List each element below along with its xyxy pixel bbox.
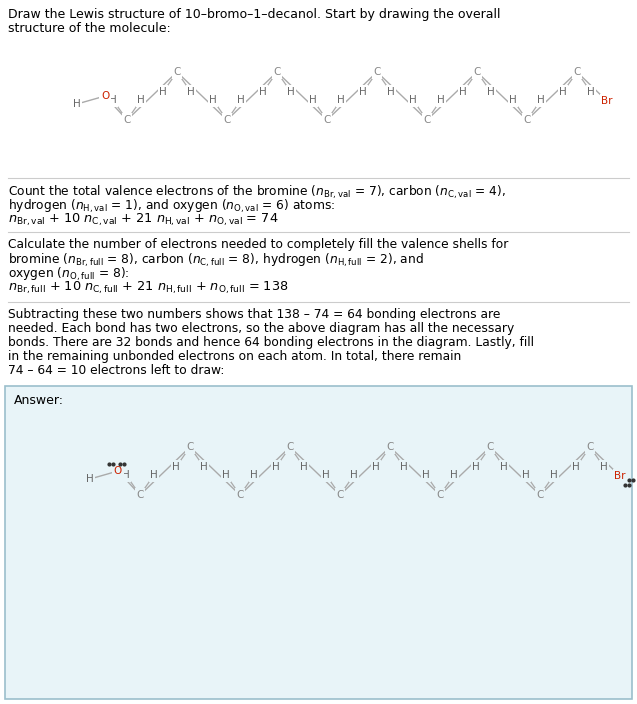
- Text: Answer:: Answer:: [14, 394, 64, 407]
- Text: H: H: [572, 462, 580, 472]
- Text: hydrogen ($n_\mathrm{H,val}$ = 1), and oxygen ($n_\mathrm{O,val}$ = 6) atoms:: hydrogen ($n_\mathrm{H,val}$ = 1), and o…: [8, 198, 335, 215]
- Text: H: H: [459, 87, 467, 97]
- Text: bonds. There are 32 bonds and hence 64 bonding electrons in the diagram. Lastly,: bonds. There are 32 bonds and hence 64 b…: [8, 336, 534, 349]
- Text: C: C: [224, 115, 231, 125]
- Text: H: H: [387, 87, 395, 97]
- Text: structure of the molecule:: structure of the molecule:: [8, 22, 171, 35]
- Text: H: H: [400, 462, 408, 472]
- Text: C: C: [536, 490, 544, 500]
- Text: H: H: [122, 470, 130, 480]
- Text: H: H: [200, 462, 208, 472]
- Text: H: H: [86, 474, 94, 484]
- Text: H: H: [509, 95, 517, 105]
- Text: H: H: [487, 87, 495, 97]
- Text: H: H: [109, 95, 117, 105]
- Text: Draw the Lewis structure of 10–bromo–1–decanol. Start by drawing the overall: Draw the Lewis structure of 10–bromo–1–d…: [8, 8, 501, 21]
- Text: bromine ($n_\mathrm{Br,full}$ = 8), carbon ($n_\mathrm{C,full}$ = 8), hydrogen (: bromine ($n_\mathrm{Br,full}$ = 8), carb…: [8, 252, 424, 269]
- Text: Subtracting these two numbers shows that 138 – 74 = 64 bonding electrons are: Subtracting these two numbers shows that…: [8, 308, 501, 321]
- Text: H: H: [272, 462, 280, 472]
- Text: C: C: [436, 490, 444, 500]
- Text: C: C: [524, 115, 531, 125]
- Text: C: C: [136, 490, 144, 500]
- Text: C: C: [124, 115, 131, 125]
- Text: H: H: [359, 87, 367, 97]
- Text: H: H: [550, 470, 558, 480]
- Text: H: H: [322, 470, 330, 480]
- Text: Calculate the number of electrons needed to completely fill the valence shells f: Calculate the number of electrons needed…: [8, 238, 508, 251]
- Text: H: H: [187, 87, 195, 97]
- Text: C: C: [324, 115, 331, 125]
- Text: C: C: [424, 115, 431, 125]
- Text: H: H: [522, 470, 530, 480]
- Text: C: C: [573, 67, 581, 77]
- Text: oxygen ($n_\mathrm{O,full}$ = 8):: oxygen ($n_\mathrm{O,full}$ = 8):: [8, 266, 129, 283]
- Text: C: C: [286, 442, 294, 452]
- Text: H: H: [472, 462, 480, 472]
- Text: O: O: [101, 91, 109, 101]
- Text: H: H: [559, 87, 567, 97]
- Text: C: C: [186, 442, 194, 452]
- Text: C: C: [373, 67, 381, 77]
- Text: H: H: [537, 95, 545, 105]
- Text: C: C: [473, 67, 481, 77]
- Text: H: H: [309, 95, 317, 105]
- Text: Br: Br: [614, 471, 626, 481]
- Text: $n_\mathrm{Br,full}$ + 10 $n_\mathrm{C,full}$ + 21 $n_\mathrm{H,full}$ + $n_\mat: $n_\mathrm{Br,full}$ + 10 $n_\mathrm{C,f…: [8, 280, 289, 296]
- Text: C: C: [336, 490, 344, 500]
- Text: H: H: [422, 470, 430, 480]
- FancyBboxPatch shape: [5, 386, 632, 699]
- Text: H: H: [450, 470, 458, 480]
- Text: H: H: [250, 470, 258, 480]
- Text: O: O: [114, 466, 122, 476]
- Text: H: H: [159, 87, 167, 97]
- Text: H: H: [409, 95, 417, 105]
- Text: H: H: [350, 470, 358, 480]
- Text: H: H: [259, 87, 267, 97]
- Text: H: H: [172, 462, 180, 472]
- Text: H: H: [600, 462, 608, 472]
- Text: C: C: [486, 442, 494, 452]
- Text: H: H: [587, 87, 595, 97]
- Text: C: C: [386, 442, 394, 452]
- Text: Br: Br: [601, 96, 613, 106]
- Text: H: H: [209, 95, 217, 105]
- Text: H: H: [337, 95, 345, 105]
- Text: C: C: [236, 490, 244, 500]
- Text: H: H: [287, 87, 295, 97]
- Text: $n_\mathrm{Br,val}$ + 10 $n_\mathrm{C,val}$ + 21 $n_\mathrm{H,val}$ + $n_\mathrm: $n_\mathrm{Br,val}$ + 10 $n_\mathrm{C,va…: [8, 212, 278, 228]
- Text: Count the total valence electrons of the bromine ($n_\mathrm{Br,val}$ = 7), carb: Count the total valence electrons of the…: [8, 184, 506, 201]
- Text: H: H: [500, 462, 508, 472]
- Text: H: H: [372, 462, 380, 472]
- Text: needed. Each bond has two electrons, so the above diagram has all the necessary: needed. Each bond has two electrons, so …: [8, 322, 514, 335]
- Text: C: C: [173, 67, 181, 77]
- Text: H: H: [300, 462, 308, 472]
- Text: H: H: [237, 95, 245, 105]
- Text: H: H: [137, 95, 145, 105]
- Text: H: H: [73, 99, 81, 109]
- Text: C: C: [586, 442, 594, 452]
- Text: H: H: [222, 470, 230, 480]
- Text: H: H: [437, 95, 445, 105]
- Text: in the remaining unbonded electrons on each atom. In total, there remain: in the remaining unbonded electrons on e…: [8, 350, 461, 363]
- Text: 74 – 64 = 10 electrons left to draw:: 74 – 64 = 10 electrons left to draw:: [8, 364, 224, 377]
- Text: C: C: [273, 67, 281, 77]
- Text: H: H: [150, 470, 158, 480]
